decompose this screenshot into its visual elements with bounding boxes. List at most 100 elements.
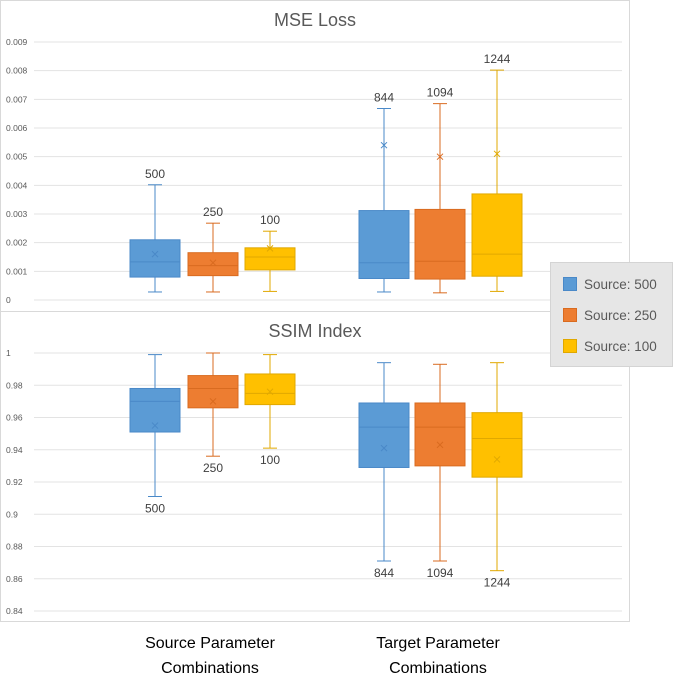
box-source-100-group-0: 100 xyxy=(244,213,296,292)
ssim-chart-frame xyxy=(0,311,630,622)
y-tick-label: 0.96 xyxy=(6,413,23,423)
y-tick-label: 0.005 xyxy=(6,152,28,162)
data-label: 100 xyxy=(260,453,280,467)
box-source-500-group-1: 844 xyxy=(358,362,410,580)
y-tick-label: 0.002 xyxy=(6,238,28,248)
y-tick-label: 0.007 xyxy=(6,94,28,104)
iqr-box xyxy=(129,387,181,433)
legend-swatch-source-100 xyxy=(563,339,577,353)
mean-marker xyxy=(151,422,159,429)
box-source-100-group-0: 100 xyxy=(244,354,296,467)
data-label: 1094 xyxy=(427,86,454,100)
data-label: 100 xyxy=(260,213,280,227)
box-source-250-group-1: 1094 xyxy=(414,363,466,580)
chart-title: SSIM Index xyxy=(268,321,361,341)
legend: Source: 500 Source: 250 Source: 100 xyxy=(550,262,673,367)
iqr-box xyxy=(414,208,466,280)
y-tick-label: 0.98 xyxy=(6,380,23,390)
legend-label: Source: 100 xyxy=(584,338,657,354)
mean-marker-stroke xyxy=(209,398,217,405)
y-tick-label: 0.84 xyxy=(6,606,23,616)
legend-item-source-100: Source: 100 xyxy=(563,336,657,356)
x-category-target: Target Parameter Combinations xyxy=(348,631,528,681)
x-category-source: Source Parameter Combinations xyxy=(120,631,300,681)
box-source-250-group-0: 250 xyxy=(187,352,239,475)
x-category-target-line1: Target Parameter xyxy=(376,635,500,652)
legend-swatch-source-250 xyxy=(563,308,577,322)
iqr-box xyxy=(358,210,410,279)
mean-marker xyxy=(436,441,444,449)
iqr-box xyxy=(244,247,296,271)
iqr-box xyxy=(129,239,181,278)
y-tick-label: 0.88 xyxy=(6,542,23,552)
data-label: 844 xyxy=(374,566,394,580)
data-label: 1244 xyxy=(484,576,511,590)
mean-marker-stroke xyxy=(436,441,444,449)
x-category-source-line2: Combinations xyxy=(161,660,259,677)
data-label: 844 xyxy=(374,91,394,105)
mean-marker-stroke xyxy=(151,422,159,429)
mean-marker xyxy=(209,398,217,405)
legend-item-source-250: Source: 250 xyxy=(563,305,657,325)
y-tick-label: 0.86 xyxy=(6,574,23,584)
y-tick-label: 0 xyxy=(6,295,11,305)
mean-marker-stroke xyxy=(436,153,444,161)
iqr-box xyxy=(187,252,239,277)
mean-marker-stroke xyxy=(380,141,388,149)
x-category-target-line2: Combinations xyxy=(389,660,487,677)
mean-marker-stroke xyxy=(493,150,501,158)
iqr-box xyxy=(471,193,523,277)
mean-marker xyxy=(380,141,388,149)
y-tick-label: 0.92 xyxy=(6,477,23,487)
mean-marker-stroke xyxy=(151,250,159,258)
y-tick-label: 1 xyxy=(6,348,11,358)
mean-marker xyxy=(380,444,388,452)
mean-marker-stroke xyxy=(380,444,388,452)
data-label: 500 xyxy=(145,167,165,181)
mean-marker xyxy=(151,250,159,258)
data-label: 1244 xyxy=(484,52,511,66)
mean-marker-stroke xyxy=(266,388,274,396)
mean-marker xyxy=(266,245,274,252)
y-tick-label: 0.9 xyxy=(6,509,18,519)
mean-marker-stroke xyxy=(209,259,217,267)
x-category-source-line1: Source Parameter xyxy=(145,635,275,652)
y-tick-label: 0.001 xyxy=(6,266,28,276)
mean-marker-stroke xyxy=(266,245,274,252)
iqr-box xyxy=(358,402,410,468)
y-tick-label: 0.006 xyxy=(6,123,28,133)
legend-item-source-500: Source: 500 xyxy=(563,274,657,294)
y-tick-label: 0.004 xyxy=(6,180,28,190)
data-label: 250 xyxy=(203,205,223,219)
data-label: 500 xyxy=(145,502,165,516)
mean-marker xyxy=(436,153,444,161)
box-source-250-group-1: 1094 xyxy=(414,86,466,294)
box-source-500-group-0: 500 xyxy=(129,167,181,293)
mean-marker-stroke xyxy=(493,456,501,463)
legend-swatch-source-500 xyxy=(563,277,577,291)
box-source-100-group-1: 1244 xyxy=(471,362,523,590)
mean-marker xyxy=(209,259,217,267)
mean-marker xyxy=(493,150,501,158)
iqr-box xyxy=(187,375,239,409)
box-source-500-group-0: 500 xyxy=(129,354,181,516)
y-tick-label: 0.009 xyxy=(6,37,28,47)
data-label: 1094 xyxy=(427,566,454,580)
y-tick-label: 0.008 xyxy=(6,66,28,76)
y-tick-label: 0.94 xyxy=(6,445,23,455)
iqr-box xyxy=(471,412,523,478)
box-source-500-group-1: 844 xyxy=(358,91,410,293)
data-label: 250 xyxy=(203,461,223,475)
box-source-100-group-1: 1244 xyxy=(471,52,523,292)
legend-label: Source: 500 xyxy=(584,276,657,292)
mse-loss-plot: MSE Loss 0 0.001 0.002 0.003 0.004 0.005 0.006 0… xyxy=(6,10,622,305)
legend-label: Source: 250 xyxy=(584,307,657,323)
box-source-250-group-0: 250 xyxy=(187,205,239,293)
y-tick-label: 0.003 xyxy=(6,209,28,219)
chart-title: MSE Loss xyxy=(274,10,356,30)
iqr-box xyxy=(414,402,466,467)
ssim-index-plot: SSIM Index 0.84 0.86 0.88 0.9 0.92 0.94 0.96 0.9… xyxy=(6,321,622,616)
mean-marker xyxy=(493,456,501,463)
mse-chart-frame xyxy=(0,0,630,312)
